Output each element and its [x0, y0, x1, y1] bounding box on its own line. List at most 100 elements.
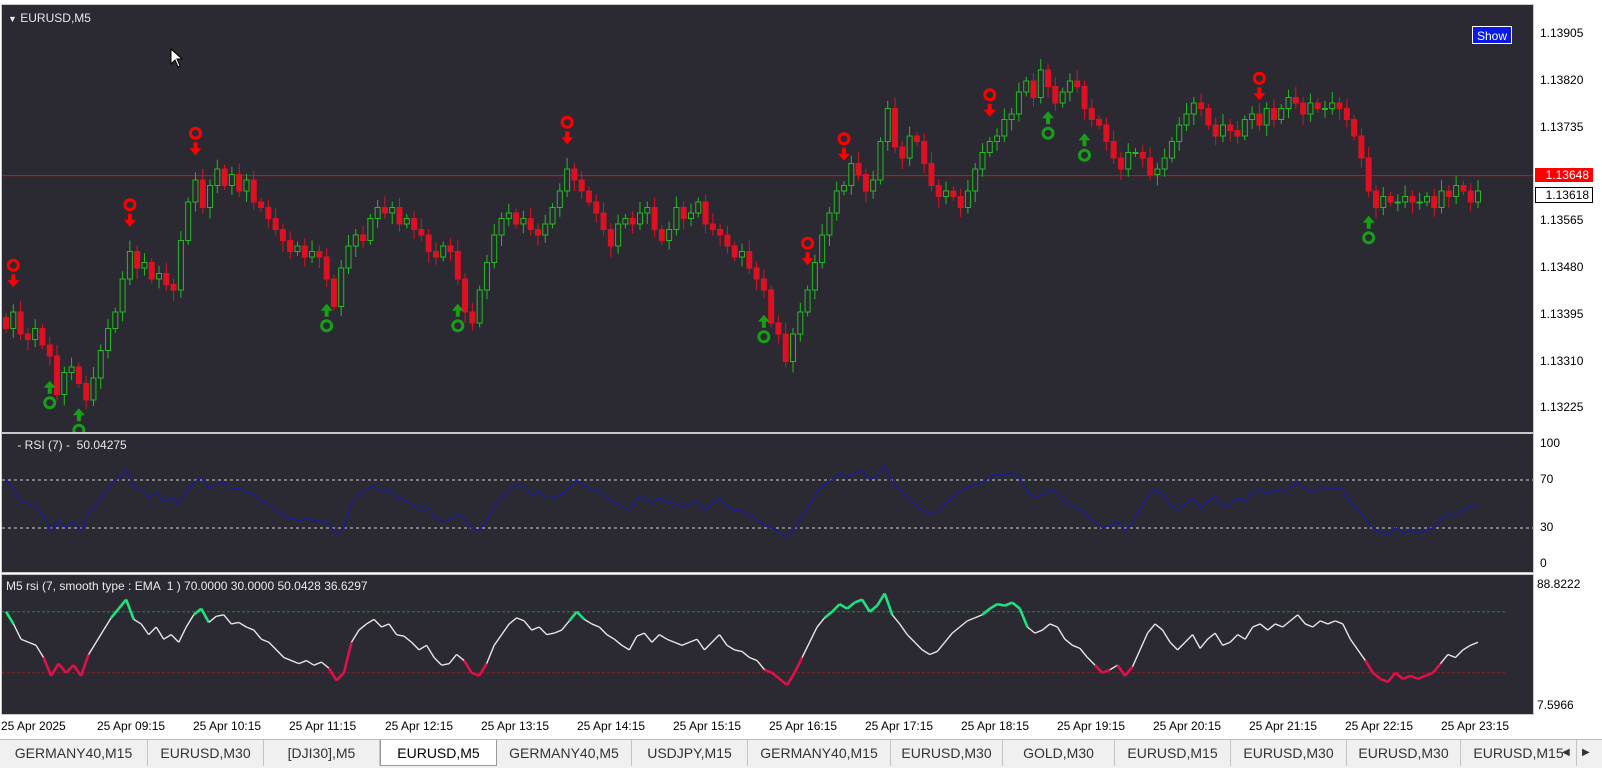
- candle: [192, 172, 199, 212]
- smoothed-rsi-segment: [1372, 671, 1382, 680]
- smoothed-rsi-line-chart[interactable]: [2, 575, 1534, 715]
- candle: [61, 366, 68, 406]
- candle: [1307, 93, 1314, 122]
- candle: [367, 214, 374, 245]
- tab-scroll-right-icon[interactable]: ▶: [1582, 747, 1590, 758]
- smoothed-rsi-segment: [838, 602, 848, 610]
- candle: [622, 214, 629, 229]
- smoothed-rsi-segment: [643, 632, 653, 643]
- chart-tab[interactable]: GERMANY40,M5: [497, 740, 632, 766]
- candle: [1045, 63, 1052, 98]
- candle: [658, 225, 665, 245]
- time-axis-label: 25 Apr 22:15: [1345, 719, 1414, 733]
- chart-tab[interactable]: [DJI30],M5: [264, 740, 380, 766]
- dropdown-triangle-icon[interactable]: ▼: [8, 14, 17, 24]
- candle: [199, 169, 206, 214]
- smoothed-rsi-segment: [411, 641, 420, 651]
- candle: [629, 210, 636, 234]
- candle: [236, 163, 243, 198]
- chart-tab[interactable]: EURUSD,M15: [1461, 740, 1577, 766]
- smoothed-rsi-segment: [12, 623, 22, 640]
- candle: [338, 260, 345, 316]
- candle: [1365, 147, 1372, 198]
- price-chart-pane[interactable]: ▼ EURUSD,M5 Show: [1, 4, 1534, 433]
- smoothed-rsi-segment: [1124, 665, 1134, 677]
- chart-symbol-title: ▼ EURUSD,M5: [8, 11, 91, 25]
- smoothed-rsi-segment: [1004, 601, 1013, 607]
- candle: [666, 221, 673, 250]
- candle: [1438, 180, 1445, 214]
- smoothed-rsi-segment: [726, 644, 735, 651]
- candle: [418, 218, 425, 242]
- smoothed-rsi-segment: [246, 626, 255, 631]
- chart-tab[interactable]: EURUSD,M30: [148, 740, 264, 766]
- smoothed-rsi-segment: [463, 659, 473, 674]
- candle: [1270, 99, 1277, 128]
- smoothed-rsi-segment: [1177, 641, 1186, 651]
- candle: [964, 180, 971, 214]
- candle: [884, 100, 891, 151]
- smoothed-rsi-segment: [231, 621, 239, 625]
- smoothed-rsi-segment: [1102, 668, 1111, 675]
- chart-tab[interactable]: GERMANY40,M15: [0, 740, 148, 766]
- candle: [1234, 121, 1241, 144]
- smoothed-rsi-segment: [1109, 664, 1118, 671]
- candle: [112, 307, 119, 333]
- candle: [1190, 96, 1197, 125]
- candle: [17, 301, 24, 341]
- rsi-line-chart[interactable]: [2, 434, 1534, 573]
- candle: [170, 278, 177, 301]
- smoothed-rsi-segment: [1222, 641, 1231, 646]
- show-button[interactable]: Show: [1472, 26, 1512, 44]
- candle: [1161, 148, 1168, 177]
- candle: [97, 344, 104, 389]
- candle: [1030, 73, 1037, 107]
- candlestick-chart[interactable]: [2, 5, 1534, 433]
- smoothed-rsi-segment: [1056, 626, 1066, 640]
- chart-tab[interactable]: GERMANY40,M15: [748, 740, 891, 766]
- smoothed-rsi-pane[interactable]: M5 rsi (7, smooth type : EMA 1 ) 70.0000…: [1, 574, 1534, 715]
- candle: [425, 228, 432, 263]
- candle: [1387, 192, 1394, 207]
- smoothed-rsi-segment: [192, 607, 203, 616]
- candle: [483, 254, 490, 300]
- sell-arrow-icon: [983, 88, 997, 117]
- candle: [753, 261, 760, 290]
- candle: [1125, 143, 1132, 177]
- candle: [702, 194, 709, 234]
- smoothed-rsi-segment: [28, 641, 37, 646]
- chart-tab[interactable]: USDJPY,M15: [632, 740, 748, 766]
- chart-tab[interactable]: EURUSD,M30: [891, 740, 1003, 766]
- mouse-cursor-icon: [170, 48, 184, 68]
- smoothed-rsi-segment: [778, 677, 788, 687]
- candle: [935, 179, 942, 208]
- chart-tab[interactable]: EURUSD,M5: [380, 740, 497, 766]
- smoothed-rsi-segment: [396, 633, 405, 637]
- candle: [1249, 106, 1256, 129]
- time-axis-label: 25 Apr 15:15: [673, 719, 742, 733]
- smoothed-rsi-segment: [1244, 626, 1254, 640]
- candle: [724, 225, 731, 254]
- chart-tab[interactable]: EURUSD,M15: [1115, 740, 1231, 766]
- chart-tab[interactable]: EURUSD,M30: [1347, 740, 1461, 766]
- tab-scroll-left-icon[interactable]: ◀: [1562, 747, 1570, 758]
- chart-tab[interactable]: GOLD,M30: [1003, 740, 1115, 766]
- candle: [790, 327, 797, 373]
- candle: [1110, 130, 1117, 165]
- candle: [1314, 98, 1321, 113]
- smoothed-rsi-segment: [508, 617, 518, 625]
- smoothed-rsi-segment: [65, 664, 75, 674]
- rsi-indicator-pane[interactable]: - RSI (7) - 50.04275: [1, 433, 1534, 573]
- candle: [534, 223, 541, 246]
- smoothed-rsi-segment: [516, 617, 525, 622]
- smoothed-rsi-segment: [914, 641, 923, 651]
- candle: [1285, 89, 1292, 118]
- candle: [1263, 102, 1270, 136]
- candle: [498, 212, 505, 246]
- smoothed-rsi-segment: [801, 641, 811, 658]
- smoothed-rsi-segment: [944, 632, 953, 643]
- smoothed-rsi-segment: [72, 664, 83, 677]
- smoothed-rsi-segment: [366, 618, 375, 625]
- smoothed-rsi-segment: [816, 617, 826, 628]
- chart-tab[interactable]: EURUSD,M30: [1231, 740, 1347, 766]
